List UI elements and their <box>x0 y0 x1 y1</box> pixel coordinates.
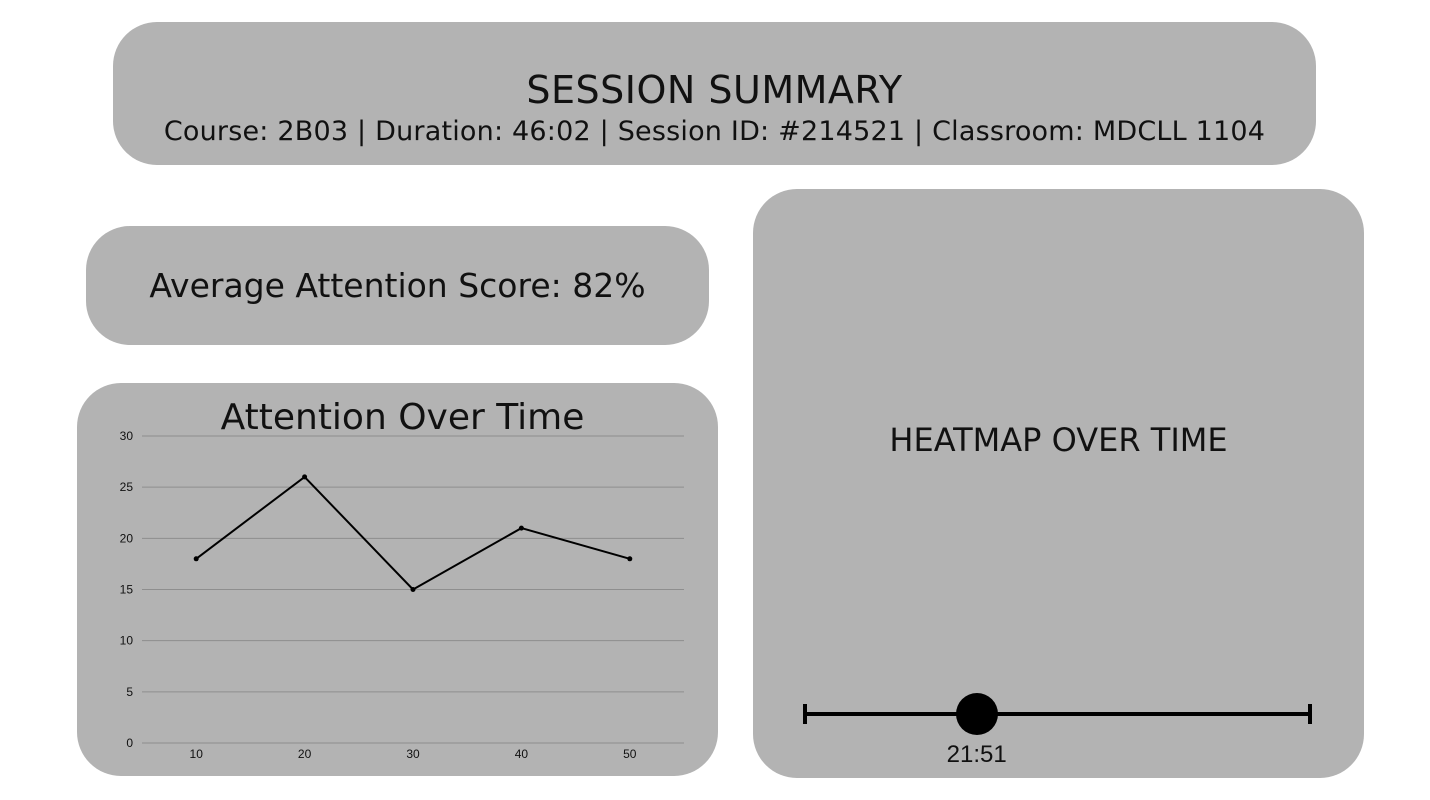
average-attention-score: Average Attention Score: 82% <box>149 266 646 305</box>
x-tick-label: 10 <box>190 747 204 761</box>
data-point <box>518 525 524 531</box>
heatmap-card <box>753 189 1364 778</box>
slider-end-cap <box>1308 704 1312 724</box>
x-tick-label: 20 <box>298 747 312 761</box>
data-point <box>627 556 633 562</box>
slider-start-cap <box>803 704 807 724</box>
data-point <box>193 556 199 562</box>
session-details-text: Course: 2B03 | Duration: 46:02 | Session… <box>163 116 1266 147</box>
slider-time-label: 21:51 <box>946 741 1007 768</box>
y-tick-label: 25 <box>120 480 134 494</box>
y-tick-label: 30 <box>120 429 134 443</box>
x-tick-label: 40 <box>515 747 529 761</box>
average-attention-card: Average Attention Score: 82% <box>86 226 709 345</box>
y-tick-label: 15 <box>120 583 134 597</box>
time-slider[interactable] <box>800 690 1320 740</box>
y-tick-label: 20 <box>120 531 134 545</box>
attention-line-chart: 0 5 10 15 20 25 30 10 20 30 40 50 <box>120 429 684 761</box>
x-tick-label: 50 <box>623 747 637 761</box>
session-summary-title: SESSION SUMMARY <box>526 68 903 112</box>
y-tick-label: 5 <box>126 685 133 699</box>
chart-title: Attention Over Time <box>220 397 585 438</box>
y-tick-label: 0 <box>126 736 133 750</box>
data-point <box>302 474 308 480</box>
session-summary-card: SESSION SUMMARY Course: 2B03 | Duration:… <box>113 22 1316 165</box>
attention-chart-card <box>77 383 718 776</box>
data-point <box>410 587 416 592</box>
x-tick-label: 30 <box>406 747 420 761</box>
slider-thumb[interactable] <box>955 693 998 735</box>
heatmap-title: HEATMAP OVER TIME <box>889 421 1228 459</box>
slider-track[interactable] <box>805 712 1310 716</box>
y-tick-label: 10 <box>120 634 134 648</box>
series-line <box>195 475 631 591</box>
